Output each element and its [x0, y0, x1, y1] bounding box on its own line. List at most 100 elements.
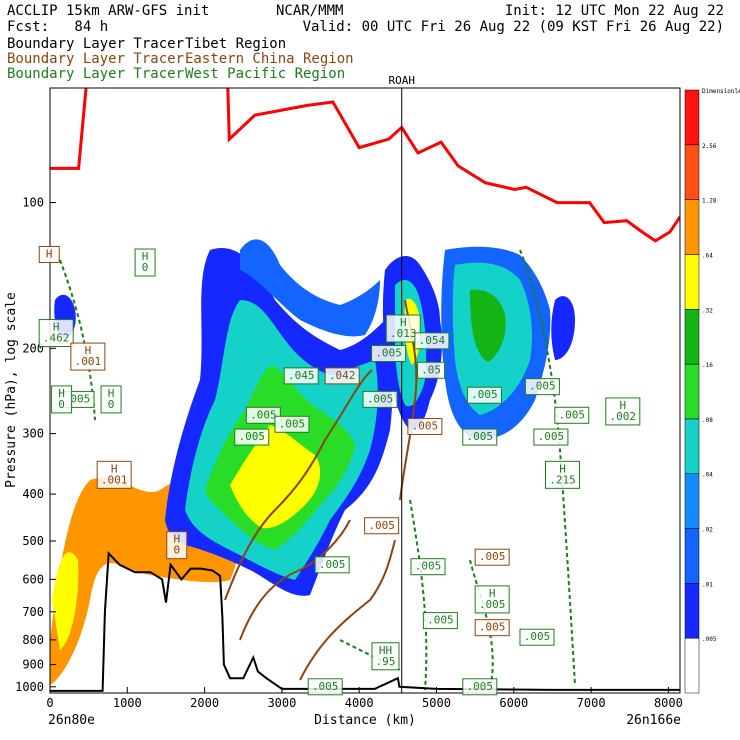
extrema-label-box	[462, 428, 498, 446]
extrema-label-text: .005	[467, 680, 494, 693]
extrema-label-text: .005	[368, 519, 395, 532]
extrema-label-text: H	[559, 462, 566, 475]
extrema-label: .005	[371, 345, 407, 363]
extrema-label-text: .045	[288, 369, 315, 382]
extrema-label-text: .95	[376, 655, 396, 668]
extrema-label-box	[524, 378, 560, 396]
extrema-label: H0	[51, 385, 73, 414]
x-tick-label: 7000	[577, 696, 606, 710]
extrema-label: .054	[414, 332, 450, 350]
extrema-label-text: 0	[173, 544, 180, 557]
extrema-label: HH.95	[371, 642, 400, 671]
y-tick-label: 300	[22, 427, 44, 441]
extrema-label-box	[545, 460, 581, 489]
extrema-label: H.002	[605, 397, 641, 426]
extrema-label-box	[371, 642, 400, 671]
colorbar-swatch	[684, 418, 700, 474]
extrema-label-box	[519, 628, 555, 646]
extrema-label: .005	[519, 628, 555, 646]
y-tick-label: 800	[22, 633, 44, 647]
x-axis-title: Distance (km)	[314, 713, 416, 728]
extrema-label-text: .005	[250, 408, 277, 421]
extrema-label: H0	[100, 385, 122, 414]
colorbar-swatch	[684, 473, 700, 529]
legend-entry-tibet-region: Tibet Region	[185, 36, 287, 52]
extrema-label-text: .005	[471, 388, 498, 401]
extrema-label-text: H	[58, 387, 65, 400]
extrema-label: .005	[462, 428, 498, 446]
extrema-label: .005	[422, 612, 458, 630]
colorbar-swatch	[684, 89, 700, 146]
extrema-label-box	[96, 460, 132, 489]
extrema-label-text: H	[619, 399, 626, 412]
colorbar-swatch	[684, 528, 700, 584]
extrema-label: .005	[410, 558, 446, 576]
shade-orange-2	[52, 552, 79, 650]
extrema-label-text: H	[142, 250, 149, 263]
x-tick-label: 8000	[654, 696, 683, 710]
colorbar-label: Dimensionless	[702, 88, 740, 95]
extrema-label-text: .002	[610, 410, 637, 423]
extrema-label: H.001	[70, 342, 106, 371]
terrain-line	[50, 550, 680, 692]
extrema-label-box	[364, 517, 400, 535]
extrema-label-text: .005	[415, 560, 442, 573]
y-tick-label: 900	[22, 658, 44, 672]
extrema-label: .045	[283, 367, 319, 385]
extrema-label-text: H	[85, 344, 92, 357]
extrema-label-text: .005	[412, 419, 439, 432]
extrema-label-box	[605, 397, 641, 426]
contour-green-3	[519, 249, 576, 686]
y-tick-label: 600	[22, 572, 44, 586]
extrema-label: .005	[462, 678, 498, 696]
extrema-label-text: H	[173, 533, 180, 546]
extrema-label-box	[422, 612, 458, 630]
extrema-label-box	[371, 345, 407, 363]
colorbar: .005 .01 .02 .04 .08 .16 .32 .64 1.28 2.56 Dimensi…	[684, 88, 740, 694]
colorbar-label: .64	[702, 252, 713, 259]
extrema-label-text: 0	[108, 398, 115, 411]
y-tick-label: 200	[22, 341, 44, 355]
extrema-label: .042	[324, 367, 360, 385]
extrema-label: .005	[245, 406, 281, 424]
extrema-label-box	[410, 558, 446, 576]
extrema-label-text: .005	[367, 392, 394, 405]
x-tick-label: 2000	[190, 696, 219, 710]
extrema-label-text: H	[53, 321, 60, 334]
extrema-label-box	[134, 248, 156, 277]
extrema-label: H0	[134, 248, 156, 277]
legend-entry-china-region: Eastern China Region	[185, 51, 354, 67]
extrema-labels: H H0H.462H.001.005H0H0H.001H0.005.005.005…	[38, 245, 641, 696]
extrema-label-text: .005	[467, 430, 494, 443]
institution-label: NCAR/MMM	[276, 3, 344, 19]
colorbar-label: .32	[702, 307, 713, 314]
x-tick-label: 4000	[345, 696, 374, 710]
extrema-label-box	[474, 548, 510, 566]
colorbar-label: .005	[702, 636, 717, 643]
extrema-label-box	[234, 428, 270, 446]
extrema-label: H.005	[474, 585, 510, 614]
extrema-label: .005	[314, 556, 350, 574]
extrema-label: .005	[234, 428, 270, 446]
extrema-label-text: .005	[239, 430, 266, 443]
extrema-label-text: .013	[390, 327, 417, 340]
x-tick-label: 5000	[422, 696, 451, 710]
extrema-label-text: .042	[329, 369, 356, 382]
extrema-label: H.215	[545, 460, 581, 489]
extrema-label-text: .005	[559, 408, 586, 421]
extrema-label: .005	[274, 415, 310, 433]
extrema-label: H	[38, 245, 60, 263]
tracer-shading	[50, 239, 575, 685]
extrema-label-text: .215	[549, 473, 576, 486]
extrema-label: H.462	[38, 319, 74, 348]
extrema-label-box	[474, 619, 510, 637]
legend-entry-pacific-prefix: Boundary Layer Tracer	[7, 66, 185, 82]
extrema-label-text: .054	[419, 334, 446, 347]
extrema-label-text: .005	[479, 550, 506, 563]
extrema-label-box	[307, 678, 343, 696]
extrema-label-box	[283, 367, 319, 385]
extrema-label-text: .005	[524, 630, 551, 643]
extrema-label-box	[51, 385, 73, 414]
y-axis-title: Pressure (hPa), log scale	[4, 292, 19, 488]
